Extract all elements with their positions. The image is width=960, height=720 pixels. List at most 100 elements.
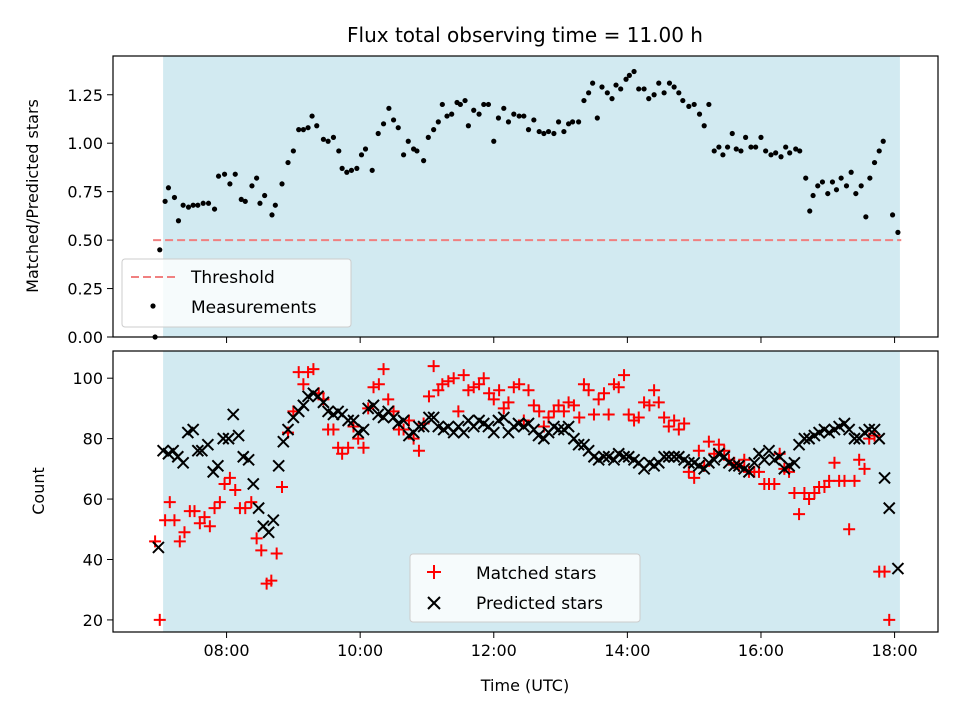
predicted-star-point (191, 444, 205, 457)
measurement-point (395, 125, 401, 131)
predicted-star-point (883, 501, 896, 515)
matched-star-point (513, 378, 526, 391)
matched-stars-points (149, 360, 896, 626)
measurement-point (778, 154, 784, 160)
measurement-point (696, 111, 703, 117)
measurement-point (618, 86, 624, 92)
measurement-point (661, 90, 667, 96)
measurement-point (339, 165, 345, 171)
matched-star-point (477, 372, 490, 385)
count-y-ticks: 20 40 60 80 100 (72, 369, 113, 630)
measurement-point (309, 113, 315, 119)
measurement-point (257, 200, 263, 206)
measurement-point (576, 119, 582, 125)
measurement-point (296, 127, 302, 133)
x-tick-label: 08:00 (204, 641, 250, 660)
matched-star-point (838, 474, 851, 487)
matched-star-point (377, 363, 390, 376)
matched-star-point (178, 526, 191, 539)
matched-star-point (738, 453, 751, 466)
predicted-star-point (773, 450, 786, 463)
matched-star-point (643, 399, 656, 412)
measurement-point (531, 117, 537, 123)
predicted-star-point (422, 411, 436, 424)
measurement-point (516, 113, 522, 119)
measurement-point (221, 171, 228, 177)
measurements-legend-label: Measurements (191, 298, 317, 318)
ratio-panel: 0.00 0.25 0.50 0.75 1.00 1.25 Matched/Predict… (23, 55, 939, 347)
measurement-point (462, 97, 468, 104)
predicted-star-point (878, 471, 891, 485)
measurement-point (738, 148, 744, 154)
predicted-star-point (682, 456, 696, 470)
predicted-star-point (232, 429, 245, 442)
matched-star-point (218, 477, 231, 490)
measurement-point (871, 159, 878, 166)
matched-star-point (573, 411, 586, 424)
x-tick-label: 18:00 (872, 641, 918, 660)
predicted-star-point (657, 450, 671, 463)
matched-star-point (436, 378, 449, 391)
y-tick-label: 40 (83, 550, 103, 569)
measurement-point (471, 107, 477, 113)
y-tick-label: 60 (83, 490, 103, 509)
count-panel-frame (112, 350, 939, 633)
matched-star-point (153, 613, 166, 626)
measurement-point (171, 194, 178, 201)
y-tick-label: 1.25 (67, 86, 103, 105)
measurement-point (636, 86, 642, 92)
measurement-point (590, 80, 596, 86)
matched-legend-swatch (427, 565, 441, 579)
measurement-point (421, 158, 427, 164)
predicted-star-point (427, 411, 440, 424)
predicted-star-point (552, 423, 565, 436)
measurement-point (485, 101, 492, 108)
measurement-point (671, 84, 677, 90)
matched-star-point (307, 363, 320, 376)
predicted-star-point (742, 465, 756, 479)
x-tick-label: 12:00 (471, 641, 517, 660)
matched-star-point (208, 502, 221, 515)
matched-star-point (447, 372, 460, 385)
count-legend: Matched stars Predicted stars (409, 553, 641, 623)
measurement-point (706, 101, 712, 108)
measurement-point (162, 198, 168, 204)
measurement-point (414, 148, 420, 154)
measurement-point (272, 202, 278, 208)
predicted-star-point (152, 541, 165, 554)
measurement-point (768, 152, 774, 158)
y-tick-label: 0.50 (67, 231, 103, 250)
measurement-point (279, 181, 285, 187)
measurement-point (691, 101, 697, 108)
measurement-point (819, 179, 826, 185)
measurement-point (651, 92, 657, 98)
matched-star-point (567, 399, 580, 412)
predicted-star-point (748, 456, 761, 470)
matched-star-point (357, 441, 370, 454)
predicted-stars-points (152, 387, 905, 575)
measurement-point (200, 200, 206, 206)
matched-star-point (688, 471, 701, 484)
x-tick-label: 14:00 (604, 641, 650, 660)
matched-star-point (412, 444, 425, 457)
measurement-point (314, 123, 320, 129)
matched-star-point (678, 417, 691, 430)
predicted-star-point (617, 450, 631, 463)
measurement-point (803, 175, 809, 181)
y-tick-label: 0.25 (67, 280, 103, 299)
predicted-star-point (562, 420, 575, 433)
predicted-star-point (357, 423, 370, 436)
measurement-point (227, 181, 233, 187)
matched-star-point (432, 384, 445, 397)
matched-star-point (803, 493, 816, 506)
matched-star-point (818, 480, 831, 493)
predicted-star-point (317, 396, 330, 409)
predicted-star-point (667, 450, 681, 463)
measurement-point (743, 134, 749, 140)
matched-star-point (422, 390, 435, 403)
matched-star-point (173, 535, 186, 548)
measurement-point (561, 128, 567, 135)
matched-star-point (823, 474, 836, 487)
matched-star-point (276, 480, 289, 493)
matched-star-point (203, 520, 216, 533)
